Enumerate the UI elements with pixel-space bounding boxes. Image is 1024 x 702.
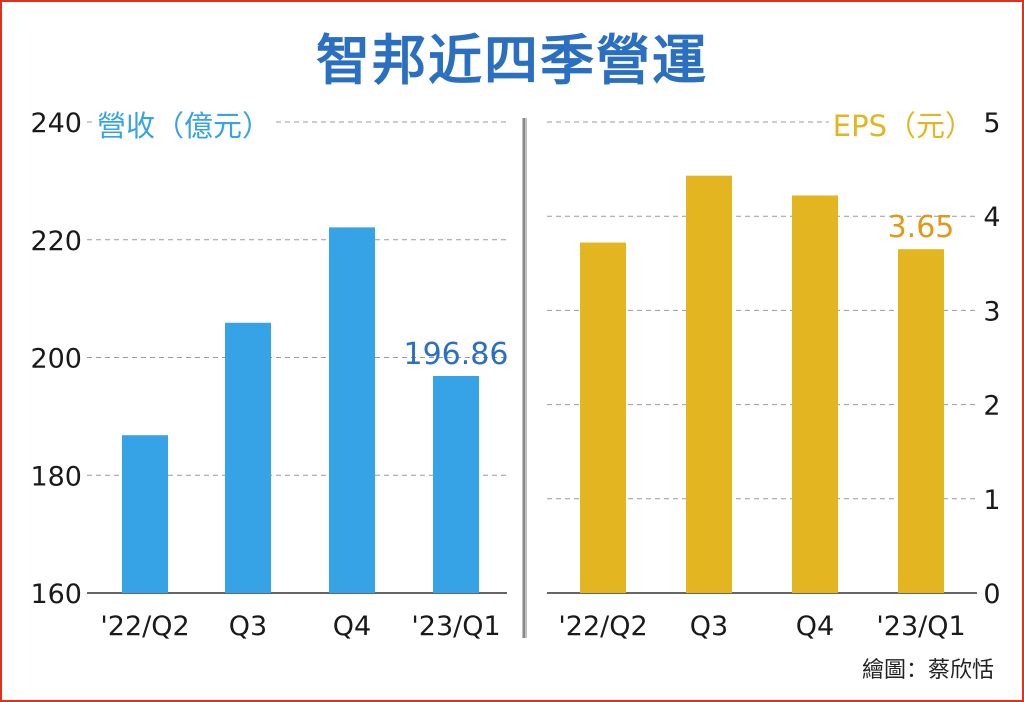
eps-y-tick-label: 4 bbox=[983, 202, 1000, 233]
revenue-panel: 160 180 200 220 240 營收（億元） '22/Q2 Q3 Q4 '23/Q1 196… bbox=[30, 107, 508, 642]
eps-y-tick-label: 2 bbox=[983, 391, 1000, 422]
eps-y-tick-label: 3 bbox=[983, 296, 1000, 327]
revenue-bar bbox=[225, 322, 271, 593]
revenue-bar bbox=[433, 375, 479, 593]
eps-x-tick-label: '22/Q2 bbox=[558, 611, 647, 642]
revenue-x-tick-label: '22/Q2 bbox=[100, 611, 189, 642]
revenue-data-label: 196.86 bbox=[404, 337, 509, 372]
eps-x-tick-label: '23/Q1 bbox=[876, 611, 965, 642]
revenue-y-tick-label: 180 bbox=[30, 461, 82, 492]
eps-bar bbox=[898, 249, 944, 594]
revenue-x-tick-label: Q3 bbox=[229, 611, 267, 642]
revenue-axis-title-bg bbox=[93, 107, 276, 145]
revenue-y-tick-label: 240 bbox=[30, 108, 82, 139]
revenue-x-tick-label: Q4 bbox=[333, 611, 371, 642]
eps-bar bbox=[686, 175, 732, 593]
eps-bar bbox=[792, 195, 838, 593]
credit-text: 繪圖：蔡欣恬 bbox=[861, 658, 994, 683]
revenue-y-tick-label: 200 bbox=[30, 344, 82, 375]
eps-axis-title-bg bbox=[828, 107, 978, 145]
eps-x-tick-label: Q3 bbox=[690, 611, 728, 642]
eps-y-tick-label: 1 bbox=[983, 485, 1000, 516]
panel-divider-core bbox=[523, 118, 525, 638]
revenue-y-tick-label: 220 bbox=[30, 226, 82, 257]
revenue-y-tick-label: 160 bbox=[30, 579, 82, 610]
eps-axis-title: EPS（元） bbox=[833, 109, 974, 143]
revenue-bar bbox=[122, 435, 168, 593]
revenue-axis-title: 營收（億元） bbox=[97, 109, 271, 143]
eps-bar bbox=[580, 242, 626, 594]
revenue-bar bbox=[329, 227, 375, 594]
eps-y-tick-label: 0 bbox=[983, 579, 1000, 610]
eps-x-tick-label: Q4 bbox=[796, 611, 834, 642]
eps-data-label: 3.65 bbox=[888, 210, 955, 245]
chart-title: 智邦近四季營運 bbox=[316, 29, 708, 92]
eps-y-tick-label: 5 bbox=[983, 108, 1000, 139]
revenue-x-tick-label: '23/Q1 bbox=[411, 611, 500, 642]
eps-panel: 0 1 2 3 4 5 EPS（元） '22/Q2 Q3 Q4 '23/Q1 3.65 bbox=[547, 107, 1001, 642]
